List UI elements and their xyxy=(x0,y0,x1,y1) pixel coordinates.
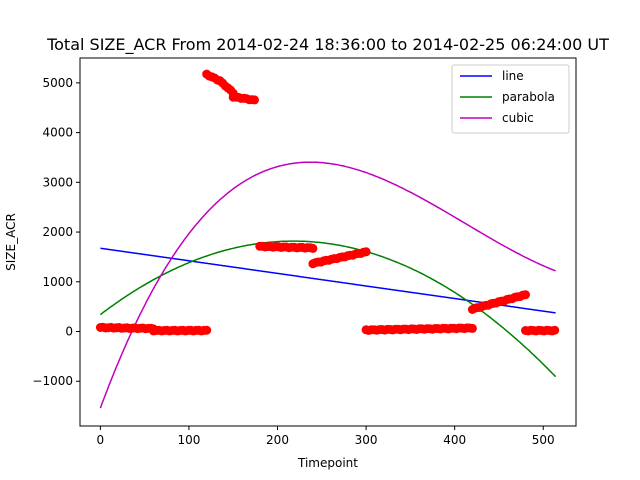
plot-area xyxy=(95,69,560,409)
axes-frame xyxy=(79,57,577,427)
y-tick-label: 2000 xyxy=(42,225,73,239)
x-tick-label: 0 xyxy=(97,433,105,447)
data-point xyxy=(550,325,560,335)
data-point xyxy=(361,247,371,257)
ticks: 0 100 200 300 400 500 −1000 0 1000 2000 3000 4000 50… xyxy=(32,76,554,447)
series-line-line xyxy=(100,247,556,314)
x-tick-label: 300 xyxy=(355,433,378,447)
x-axis-label: Timepoint xyxy=(297,456,358,470)
data-point xyxy=(250,95,259,105)
legend: line parabola cubic xyxy=(451,64,570,134)
chart-title: Total SIZE_ACR From 2014-02-24 18:36:00 … xyxy=(46,35,609,55)
y-tick-label: 4000 xyxy=(42,126,73,140)
data-point xyxy=(521,290,530,300)
legend-label-parabola: parabola xyxy=(502,90,555,104)
x-tick-label: 500 xyxy=(532,433,555,447)
x-tick-label: 100 xyxy=(177,433,200,447)
legend-label-line: line xyxy=(502,69,524,83)
x-tick-label: 200 xyxy=(266,433,289,447)
y-tick-label: 0 xyxy=(65,325,73,339)
y-tick-label: −1000 xyxy=(32,374,73,388)
x-tick-label: 400 xyxy=(443,433,466,447)
y-tick-label: 1000 xyxy=(42,275,73,289)
legend-label-cubic: cubic xyxy=(502,111,534,125)
data-point xyxy=(467,323,477,333)
data-point xyxy=(308,243,318,253)
series-line-cubic xyxy=(99,161,556,409)
y-tick-label: 5000 xyxy=(42,76,73,90)
data-point xyxy=(202,325,212,335)
y-tick-label: 3000 xyxy=(42,175,73,189)
legend-box xyxy=(451,64,570,134)
y-axis-label: SIZE_ACR xyxy=(4,213,18,271)
